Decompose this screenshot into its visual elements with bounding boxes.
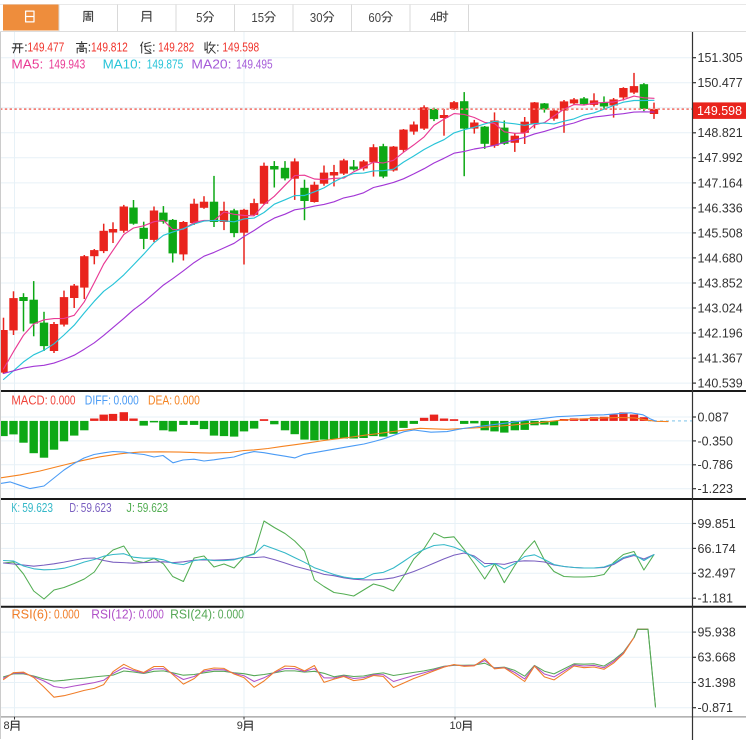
svg-text:MA20:: MA20: — [191, 56, 231, 71]
svg-text:140.539: 140.539 — [698, 377, 743, 391]
svg-text:147.992: 147.992 — [698, 151, 743, 165]
svg-text:0: 0 — [316, 11, 322, 25]
svg-text:142.196: 142.196 — [698, 326, 743, 340]
svg-text:146.336: 146.336 — [698, 201, 743, 215]
svg-text:149.495: 149.495 — [236, 56, 273, 71]
svg-text:149.943: 149.943 — [49, 56, 85, 71]
svg-text:0.000: 0.000 — [50, 392, 75, 407]
svg-text:149.812: 149.812 — [91, 39, 128, 54]
svg-text:-0.786: -0.786 — [698, 458, 733, 472]
svg-text:143.852: 143.852 — [698, 276, 743, 290]
svg-text:150.477: 150.477 — [698, 76, 743, 90]
svg-text:145.508: 145.508 — [698, 226, 743, 240]
svg-text:66.174: 66.174 — [698, 542, 736, 556]
svg-text:1: 1 — [251, 11, 257, 25]
svg-text::: : — [216, 39, 220, 54]
svg-text:J:: J: — [126, 500, 135, 515]
svg-text:10: 10 — [450, 720, 462, 732]
svg-text:143.024: 143.024 — [698, 301, 743, 315]
svg-text:RSI(6):: RSI(6): — [12, 607, 52, 622]
svg-text:149.598: 149.598 — [697, 104, 742, 118]
svg-text:32.497: 32.497 — [698, 567, 736, 581]
svg-text:147.164: 147.164 — [698, 176, 743, 190]
svg-text:63.668: 63.668 — [698, 651, 736, 665]
svg-text:RSI(12):: RSI(12): — [91, 607, 136, 622]
svg-text:0: 0 — [375, 11, 381, 25]
svg-text:RSI(24):: RSI(24): — [170, 607, 215, 622]
svg-text:-0.871: -0.871 — [698, 701, 733, 715]
svg-text:59.623: 59.623 — [81, 500, 112, 515]
svg-text:5: 5 — [258, 11, 264, 25]
svg-text:59.623: 59.623 — [137, 500, 168, 515]
svg-text:95.938: 95.938 — [698, 626, 736, 640]
svg-text:149.598: 149.598 — [222, 39, 259, 54]
svg-text::: : — [152, 39, 156, 54]
svg-text:149.875: 149.875 — [147, 56, 183, 71]
svg-text:0.000: 0.000 — [114, 392, 139, 407]
svg-text:148.821: 148.821 — [698, 126, 743, 140]
svg-text:MA10:: MA10: — [103, 56, 142, 71]
svg-text:0.087: 0.087 — [698, 410, 729, 424]
svg-text:D:: D: — [69, 500, 78, 515]
svg-text:0.000: 0.000 — [218, 607, 244, 622]
svg-text:149.477: 149.477 — [28, 39, 65, 54]
svg-text:6: 6 — [368, 11, 374, 25]
svg-text:4: 4 — [430, 11, 436, 25]
svg-text:-1.181: -1.181 — [698, 592, 733, 606]
svg-text:MACD:: MACD: — [11, 392, 47, 407]
svg-text:DIFF:: DIFF: — [85, 392, 111, 407]
svg-text:59.623: 59.623 — [22, 500, 53, 515]
svg-text:8: 8 — [4, 720, 10, 732]
svg-text:0.000: 0.000 — [54, 607, 80, 622]
svg-text:144.680: 144.680 — [698, 251, 743, 265]
svg-text:149.282: 149.282 — [158, 39, 194, 54]
svg-text:99.851: 99.851 — [698, 517, 736, 531]
svg-text:-1.223: -1.223 — [698, 482, 733, 496]
svg-text:141.367: 141.367 — [698, 352, 743, 366]
svg-text:0.000: 0.000 — [139, 607, 164, 622]
svg-text:31.398: 31.398 — [698, 676, 736, 690]
svg-text:-0.350: -0.350 — [698, 434, 733, 448]
svg-text:DEA:: DEA: — [148, 392, 172, 407]
svg-text:5: 5 — [196, 11, 202, 25]
svg-text:151.305: 151.305 — [698, 51, 743, 65]
svg-text:K:: K: — [11, 500, 20, 515]
svg-text:9: 9 — [237, 720, 243, 732]
svg-text:0.000: 0.000 — [174, 392, 200, 407]
svg-text:MA5:: MA5: — [11, 56, 43, 71]
